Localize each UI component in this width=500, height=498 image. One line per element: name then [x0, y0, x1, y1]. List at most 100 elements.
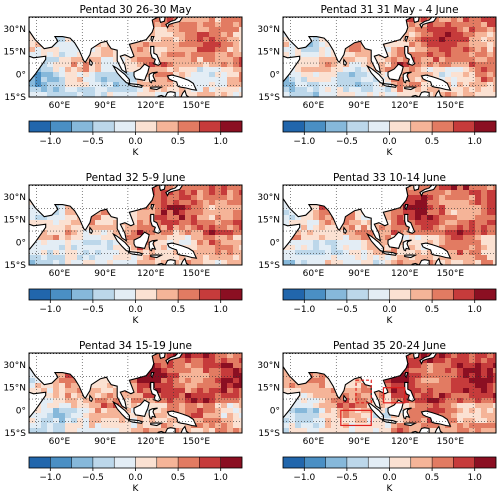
anomaly-cell [47, 62, 54, 68]
anomaly-cell [463, 92, 470, 97]
anomaly-cell [445, 215, 452, 221]
anomaly-cell [227, 47, 234, 53]
anomaly-cell [35, 42, 42, 48]
anomaly-cell [397, 418, 404, 424]
anomaly-cell [209, 205, 216, 211]
colorbar-swatch [432, 121, 454, 132]
anomaly-cell [107, 230, 114, 236]
anomaly-cell [191, 42, 198, 48]
anomaly-cell [493, 403, 496, 409]
anomaly-cell [463, 225, 470, 231]
anomaly-cell [191, 77, 198, 83]
colorbar-swatch [50, 289, 72, 300]
anomaly-cell [481, 47, 488, 53]
anomaly-cell [203, 77, 210, 83]
anomaly-cell [337, 62, 344, 68]
anomaly-cell [463, 57, 470, 63]
anomaly-cell [227, 17, 234, 23]
anomaly-cell [343, 413, 350, 419]
colorbar-swatch [304, 457, 326, 468]
anomaly-cell [239, 250, 242, 256]
anomaly-cell [197, 195, 204, 201]
anomaly-cell [95, 428, 102, 433]
anomaly-cell [233, 428, 240, 433]
anomaly-cell [191, 195, 198, 201]
anomaly-cell [65, 413, 72, 419]
anomaly-cell [427, 225, 434, 231]
anomaly-cell [403, 393, 410, 399]
anomaly-cell [433, 32, 440, 38]
anomaly-cell [433, 185, 440, 191]
anomaly-cell [385, 428, 392, 433]
graticule [283, 185, 496, 265]
anomaly-cell [487, 62, 494, 68]
anomaly-cell [191, 378, 198, 384]
anomaly-cell [313, 373, 320, 379]
anomaly-cell [47, 225, 54, 231]
colorbar-swatch [389, 121, 411, 132]
anomaly-cell [355, 245, 362, 251]
anomaly-cell [283, 37, 290, 43]
anomaly-cell [161, 92, 168, 97]
anomaly-cell [415, 62, 422, 68]
anomaly-cell [385, 423, 392, 429]
anomaly-cell [457, 82, 464, 88]
anomaly-cell [445, 225, 452, 231]
anomaly-cell [29, 92, 36, 97]
anomaly-cell [337, 423, 344, 429]
anomaly-cell [313, 82, 320, 88]
anomaly-cell [59, 92, 66, 97]
anomaly-cell [221, 72, 228, 78]
anomaly-cell [493, 42, 496, 48]
colorbar-swatch [156, 457, 179, 468]
anomaly-cell [197, 353, 204, 359]
colorbar: −1.0 −0.5 0.0 0.5 1.0K [28, 456, 243, 494]
anomaly-cell [215, 92, 222, 97]
anomaly-cell [239, 185, 242, 191]
anomaly-cell [391, 57, 398, 63]
colorbar-swatch [114, 289, 136, 300]
anomaly-cell [173, 423, 180, 429]
land-mass [29, 17, 159, 74]
anomaly-cell [367, 77, 374, 83]
anomaly-cell [463, 200, 470, 206]
anomaly-cell [313, 77, 320, 83]
anomaly-cell [71, 428, 78, 433]
colorbar-tick-label: 1.0 [468, 473, 483, 483]
anomaly-cell [113, 230, 120, 236]
anomaly-cell [95, 62, 102, 68]
anomaly-cell [53, 92, 60, 97]
anomaly-cell [35, 210, 42, 216]
anomaly-cell [289, 87, 296, 93]
anomaly-cell [325, 47, 332, 53]
anomaly-cell [385, 42, 392, 48]
anomaly-cell [427, 57, 434, 63]
anomaly-cell [95, 57, 102, 63]
anomaly-cell [35, 413, 42, 419]
anomaly-cell [197, 27, 204, 33]
anomaly-cell [29, 245, 36, 251]
anomaly-cell [197, 240, 204, 246]
anomaly-cell [361, 250, 368, 256]
anomaly-cell [215, 62, 222, 68]
anomaly-cell [421, 205, 428, 211]
anomaly-cell [337, 82, 344, 88]
anomaly-cell [149, 250, 156, 256]
anomaly-cell [89, 87, 96, 93]
anomaly-cell [227, 255, 234, 261]
anomaly-cell [59, 215, 66, 221]
anomaly-cell [227, 363, 234, 369]
anomaly-cell [457, 47, 464, 53]
anomaly-cell [59, 235, 66, 241]
anomaly-cell [433, 423, 440, 429]
anomaly-cell [83, 245, 90, 251]
land-mass [283, 17, 413, 74]
anomaly-cell [77, 388, 84, 394]
land-mass [29, 17, 47, 97]
anomaly-cell [155, 388, 162, 394]
anomaly-cell [409, 378, 416, 384]
anomaly-cell [301, 77, 308, 83]
anomaly-cell [433, 17, 440, 23]
anomaly-cell [209, 408, 216, 414]
anomaly-cell [233, 67, 240, 73]
